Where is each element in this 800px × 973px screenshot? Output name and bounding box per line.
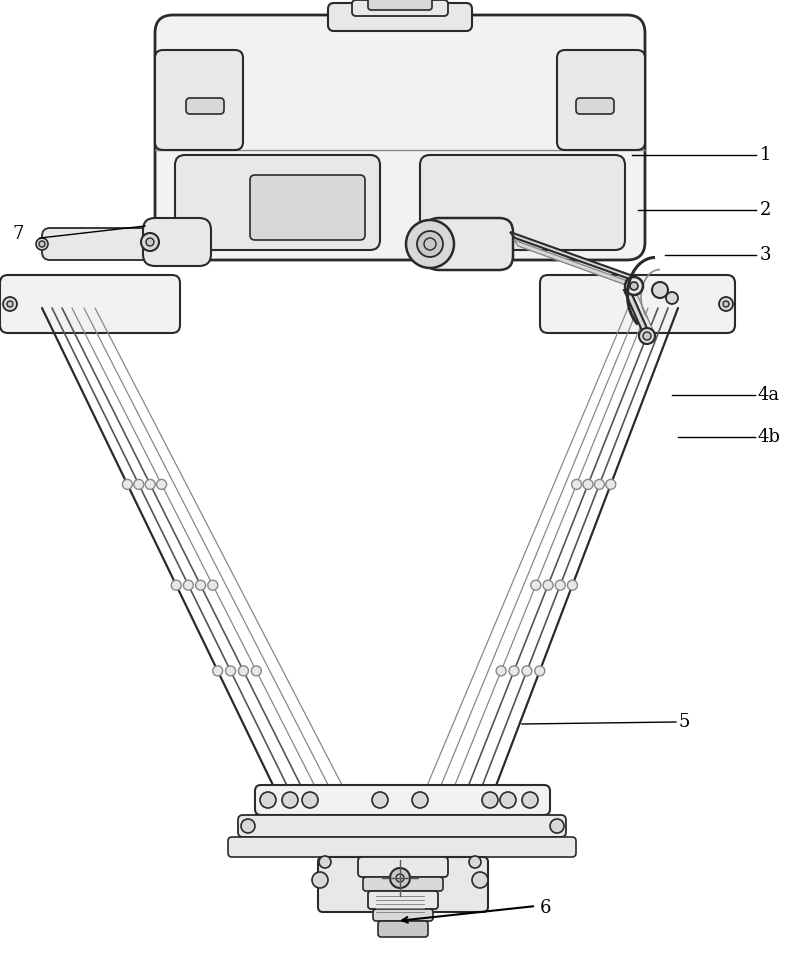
Circle shape [630,282,638,290]
Circle shape [594,480,605,489]
Circle shape [652,282,668,298]
FancyBboxPatch shape [352,0,448,16]
FancyBboxPatch shape [328,3,472,31]
Circle shape [226,666,235,676]
Circle shape [531,580,541,591]
FancyBboxPatch shape [318,857,488,912]
Circle shape [606,480,616,489]
FancyBboxPatch shape [250,175,365,240]
Circle shape [472,872,488,888]
Circle shape [7,301,13,307]
Circle shape [141,233,159,251]
FancyBboxPatch shape [368,891,438,909]
Circle shape [406,220,454,268]
Circle shape [251,666,262,676]
FancyBboxPatch shape [420,155,625,250]
Text: 3: 3 [760,246,771,264]
Circle shape [302,792,318,808]
Text: 4a: 4a [758,386,780,404]
Circle shape [157,480,166,489]
Circle shape [122,480,132,489]
Circle shape [509,666,519,676]
Circle shape [666,292,678,304]
Circle shape [372,792,388,808]
Circle shape [522,792,538,808]
FancyBboxPatch shape [143,218,211,266]
Polygon shape [624,290,650,335]
FancyBboxPatch shape [255,785,550,815]
Circle shape [260,792,276,808]
Circle shape [412,792,428,808]
Circle shape [319,856,331,868]
Circle shape [625,277,643,295]
Circle shape [469,856,481,868]
Circle shape [183,580,194,591]
Circle shape [482,792,498,808]
FancyBboxPatch shape [0,275,180,333]
FancyBboxPatch shape [186,98,224,114]
FancyBboxPatch shape [373,909,433,921]
Circle shape [534,666,545,676]
FancyBboxPatch shape [155,50,243,150]
FancyBboxPatch shape [576,98,614,114]
Circle shape [396,874,404,882]
Circle shape [571,480,582,489]
Circle shape [522,666,532,676]
Circle shape [424,238,436,250]
Circle shape [719,297,733,311]
Circle shape [241,819,255,833]
Text: 1: 1 [760,146,771,164]
FancyBboxPatch shape [42,228,150,260]
FancyBboxPatch shape [238,815,566,837]
FancyBboxPatch shape [368,0,432,10]
FancyBboxPatch shape [358,857,448,877]
Circle shape [3,297,17,311]
Circle shape [36,238,48,250]
Circle shape [543,580,553,591]
Circle shape [723,301,729,307]
Text: 6: 6 [540,899,551,917]
Circle shape [417,231,443,257]
Circle shape [208,580,218,591]
FancyBboxPatch shape [540,275,735,333]
Polygon shape [514,240,640,290]
FancyBboxPatch shape [557,50,645,150]
FancyBboxPatch shape [155,15,645,260]
FancyBboxPatch shape [228,837,576,857]
Text: 7: 7 [12,225,23,243]
Polygon shape [510,232,638,282]
Circle shape [583,480,593,489]
Polygon shape [631,292,656,337]
Circle shape [382,860,418,896]
Text: 2: 2 [760,201,771,219]
Circle shape [312,872,328,888]
Circle shape [500,792,516,808]
Text: 4b: 4b [758,428,781,446]
Circle shape [643,332,651,340]
Circle shape [555,580,565,591]
Circle shape [213,666,222,676]
FancyBboxPatch shape [363,877,443,891]
Circle shape [496,666,506,676]
Circle shape [567,580,578,591]
Circle shape [134,480,144,489]
Circle shape [282,792,298,808]
FancyBboxPatch shape [175,155,380,250]
Circle shape [550,819,564,833]
Circle shape [196,580,206,591]
Text: 5: 5 [679,713,690,731]
Circle shape [171,580,182,591]
FancyBboxPatch shape [378,921,428,937]
Circle shape [39,241,45,247]
FancyBboxPatch shape [425,218,513,270]
Circle shape [146,480,155,489]
Circle shape [639,328,655,344]
Circle shape [146,238,154,246]
Circle shape [390,868,410,888]
Circle shape [238,666,249,676]
